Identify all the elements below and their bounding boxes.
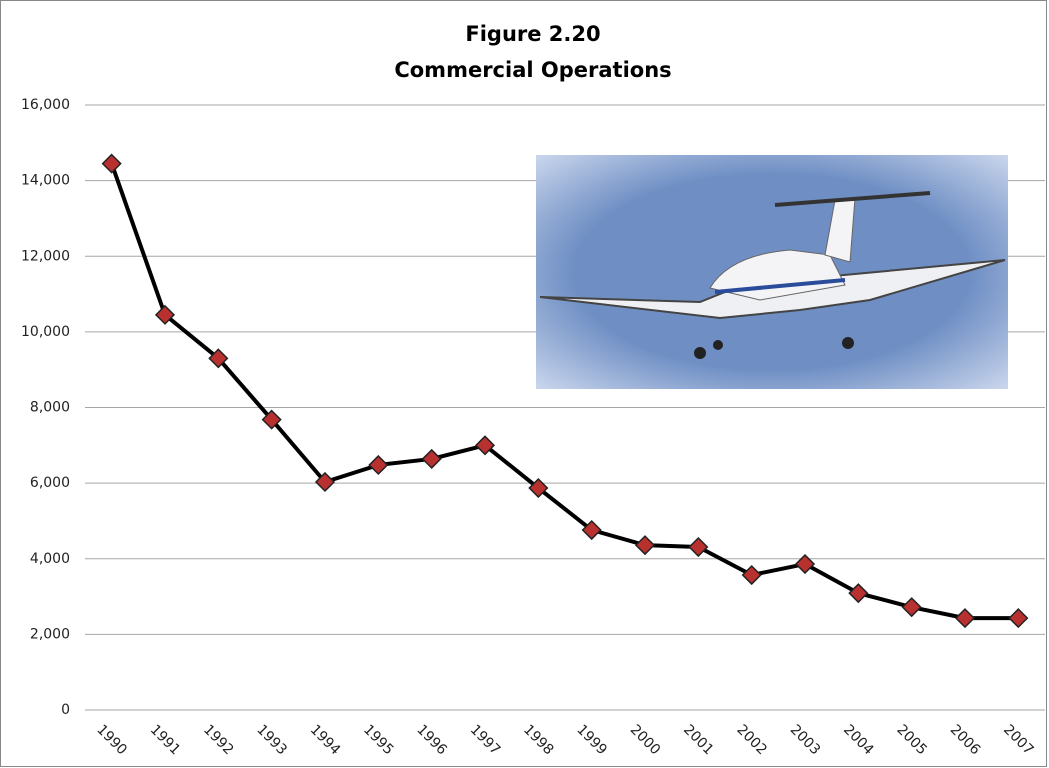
marker bbox=[421, 448, 442, 469]
marker bbox=[261, 409, 282, 430]
y-tick-label: 10,000 bbox=[21, 324, 70, 340]
y-tick-label: 14,000 bbox=[21, 173, 70, 189]
marker bbox=[208, 348, 229, 369]
marker bbox=[528, 477, 549, 499]
y-tick-label: 16,000 bbox=[21, 97, 70, 113]
marker bbox=[1008, 608, 1029, 629]
y-tick-label: 4,000 bbox=[30, 551, 70, 567]
y-tick-label: 0 bbox=[61, 702, 70, 718]
plane-photo bbox=[536, 155, 1008, 389]
marker bbox=[634, 535, 656, 556]
line bbox=[109, 162, 1019, 621]
y-tick-label: 12,000 bbox=[21, 248, 70, 264]
marker bbox=[741, 564, 762, 586]
y-tick-label: 8,000 bbox=[30, 400, 70, 416]
marker bbox=[314, 471, 336, 493]
marker bbox=[154, 304, 176, 325]
marker bbox=[794, 553, 816, 575]
marker bbox=[901, 597, 922, 618]
chart-title: Figure 2.20 bbox=[465, 22, 600, 46]
marker bbox=[368, 454, 389, 476]
marker bbox=[474, 435, 496, 456]
marker bbox=[581, 519, 602, 541]
marker bbox=[101, 153, 122, 174]
marker bbox=[688, 536, 709, 558]
chart-subtitle: Commercial Operations bbox=[394, 58, 671, 82]
marker bbox=[954, 608, 976, 629]
y-tick-label: 2,000 bbox=[30, 626, 70, 642]
y-tick-label: 6,000 bbox=[30, 475, 70, 491]
marker bbox=[848, 583, 869, 604]
